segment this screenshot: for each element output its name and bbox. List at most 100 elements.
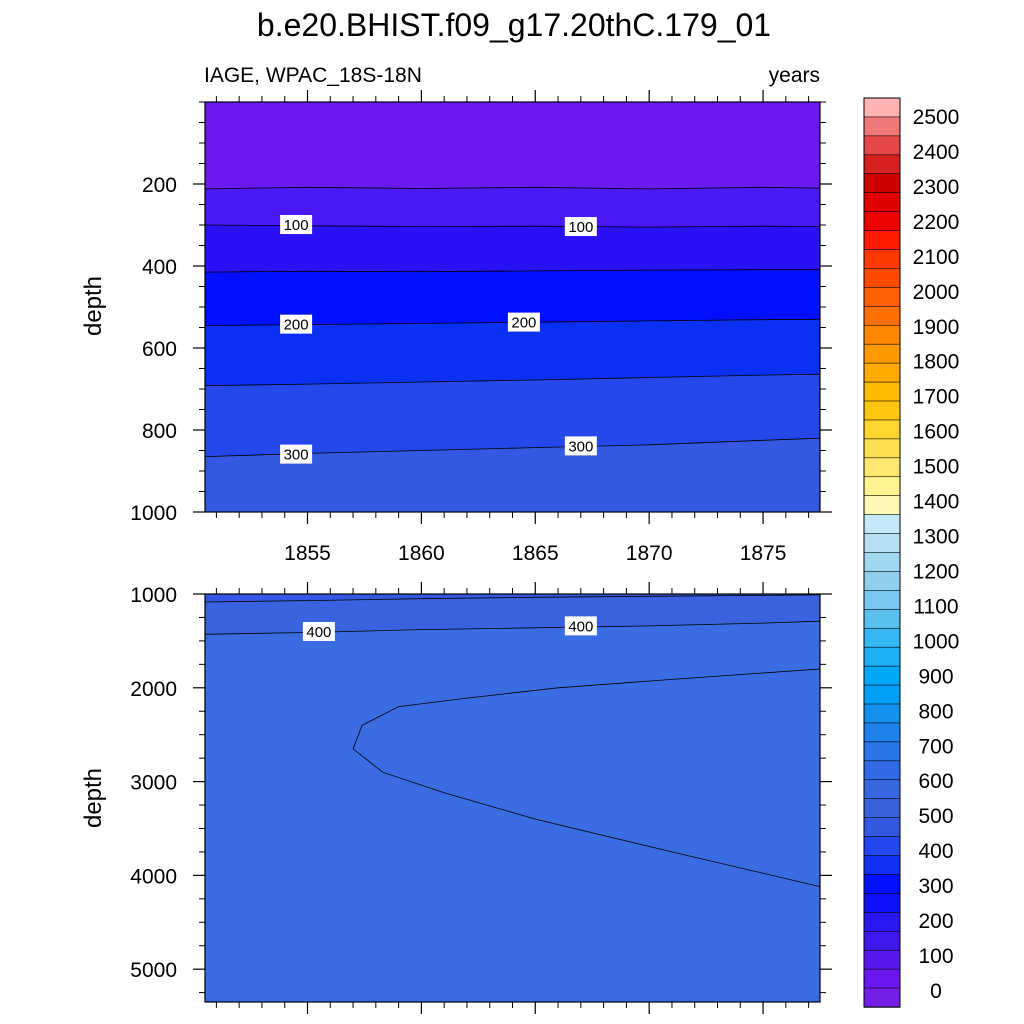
colorbar-label: 500 bbox=[918, 805, 953, 828]
colorbar-label: 1000 bbox=[913, 630, 960, 653]
y-tick-label: 4000 bbox=[130, 865, 177, 888]
colorbar-label: 300 bbox=[918, 875, 953, 898]
colorbar-label: 2100 bbox=[913, 246, 960, 269]
colorbar-box bbox=[863, 760, 901, 781]
contour-label-box bbox=[280, 314, 313, 334]
contour-label: 400 bbox=[306, 624, 331, 641]
colorbar-box bbox=[863, 798, 901, 819]
colorbar-box bbox=[863, 836, 901, 857]
colorbar-box bbox=[863, 571, 901, 592]
x-tick-label: 1870 bbox=[626, 542, 673, 565]
colorbar-box bbox=[863, 268, 901, 289]
colorbar-box bbox=[863, 154, 901, 175]
y-tick-label: 200 bbox=[142, 174, 177, 197]
colorbar-box bbox=[863, 893, 901, 914]
contour-label-box bbox=[302, 621, 335, 641]
y-tick-label: 600 bbox=[142, 338, 177, 361]
colorbar-box bbox=[863, 533, 901, 554]
band-upper-50 bbox=[205, 102, 820, 189]
colorbar-label: 800 bbox=[918, 700, 953, 723]
x-tick-label: 1865 bbox=[512, 542, 559, 565]
colorbar-label: 700 bbox=[918, 735, 953, 758]
colorbar-box bbox=[863, 287, 901, 308]
colorbar-label: 900 bbox=[918, 665, 953, 688]
contour-label: 400 bbox=[568, 618, 593, 635]
colorbar-label: 2000 bbox=[913, 281, 960, 304]
contour-label: 100 bbox=[284, 217, 309, 234]
colorbar-box bbox=[863, 874, 901, 895]
colorbar-box bbox=[863, 665, 901, 686]
contour-line-lower-350 bbox=[204, 594, 821, 603]
y-tick-label: 2000 bbox=[130, 678, 177, 701]
colorbar-box bbox=[863, 116, 901, 137]
colorbar-box bbox=[863, 495, 901, 516]
colorbar-label: 400 bbox=[918, 840, 953, 863]
colorbar-box bbox=[863, 400, 901, 421]
colorbar-box bbox=[863, 552, 901, 573]
colorbar-box bbox=[863, 779, 901, 800]
colorbar-frame bbox=[863, 97, 901, 1008]
lower-ylabel: depth bbox=[80, 768, 107, 828]
colorbar-label: 2300 bbox=[913, 176, 960, 199]
colorbar-label: 0 bbox=[930, 980, 942, 1003]
colorbar-box bbox=[863, 590, 901, 611]
contour-line-upper-50 bbox=[204, 186, 821, 190]
contour-label-box bbox=[564, 436, 597, 456]
x-tick-label: 1860 bbox=[398, 542, 445, 565]
colorbar-box bbox=[863, 703, 901, 724]
right-string: years bbox=[769, 64, 820, 87]
colorbar-box bbox=[863, 930, 901, 951]
colorbar-box bbox=[863, 722, 901, 743]
colorbar-label: 100 bbox=[918, 945, 953, 968]
colorbar-box bbox=[863, 476, 901, 497]
colorbar-label: 2200 bbox=[913, 211, 960, 234]
contour-line-upper-150 bbox=[204, 269, 820, 273]
contour-label-box bbox=[280, 215, 313, 234]
colorbar-label: 1900 bbox=[913, 316, 960, 339]
contour-label: 300 bbox=[568, 438, 593, 455]
colorbar-box bbox=[863, 306, 901, 326]
colorbar-box bbox=[863, 362, 901, 383]
contour-label: 100 bbox=[568, 219, 593, 236]
colorbar-label: 1200 bbox=[913, 560, 960, 583]
colorbar-label: 1500 bbox=[913, 456, 960, 479]
contour-label: 300 bbox=[284, 447, 309, 464]
colorbar-box bbox=[863, 949, 901, 970]
contour-label-layer: 100 100 200 200 300 300 400 400 bbox=[280, 215, 597, 641]
colorbar-label: 1400 bbox=[913, 491, 960, 514]
colorbar-label: 600 bbox=[918, 770, 953, 793]
colorbar-box bbox=[863, 249, 901, 270]
upper-ylabel: depth bbox=[80, 276, 107, 336]
colorbar-label: 1300 bbox=[913, 526, 960, 549]
left-string: IAGE, WPAC_18S-18N bbox=[204, 64, 422, 87]
colorbar-box bbox=[863, 684, 901, 705]
colorbar-box bbox=[863, 912, 901, 932]
chart-title: b.e20.BHIST.f09_g17.20thC.179_01 bbox=[257, 7, 771, 43]
contour-label: 200 bbox=[284, 317, 309, 334]
colorbar-box bbox=[863, 646, 901, 667]
colorbar-box bbox=[863, 817, 901, 838]
y-tick-label: 400 bbox=[142, 256, 177, 279]
contour-fill-layer bbox=[205, 102, 820, 1002]
colorbar-box bbox=[863, 419, 901, 440]
colorbar-box bbox=[863, 514, 901, 535]
colorbar-box bbox=[863, 741, 901, 762]
colorbar-box bbox=[863, 457, 901, 478]
contour-line-lower-450 bbox=[352, 668, 821, 887]
contour-label-box bbox=[564, 616, 597, 636]
colorbar-box bbox=[863, 211, 901, 232]
colorbar-box bbox=[863, 627, 901, 648]
colorbar-label: 1100 bbox=[913, 595, 958, 618]
colorbar-box bbox=[863, 230, 901, 251]
colorbar-box bbox=[863, 343, 901, 364]
colorbar-box bbox=[863, 609, 901, 629]
contour-label-box bbox=[507, 312, 540, 332]
colorbar-label: 1600 bbox=[913, 421, 960, 444]
colorbar: 2500240023002200210020001900180017001600… bbox=[863, 97, 960, 1008]
colorbar-box bbox=[863, 192, 901, 213]
colorbar-label: 200 bbox=[918, 910, 953, 933]
band-lower-400 bbox=[205, 594, 820, 635]
contour-label-box bbox=[564, 217, 597, 237]
contour-label-box bbox=[280, 444, 313, 464]
